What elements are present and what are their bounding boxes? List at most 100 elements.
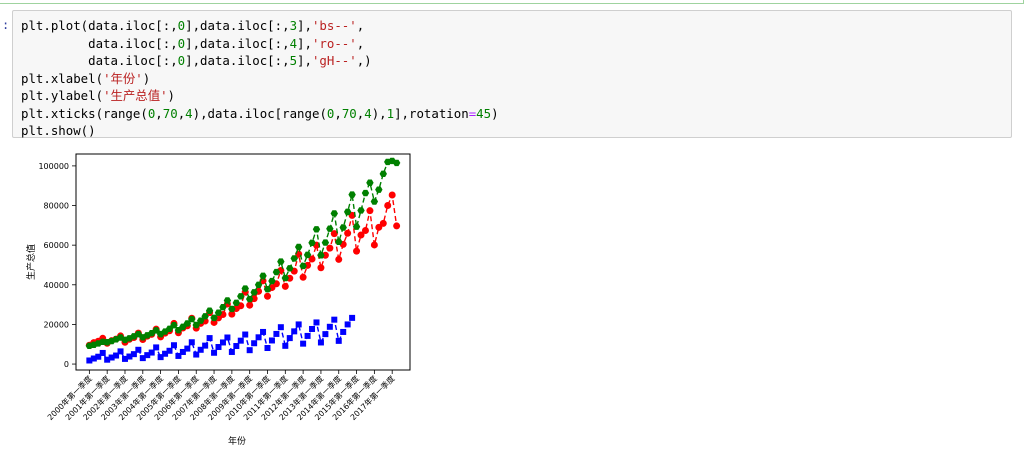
series-point	[165, 325, 174, 332]
series-point	[130, 351, 137, 358]
series-point	[211, 349, 218, 356]
previous-cell-border	[0, 0, 1024, 4]
series-point	[308, 255, 316, 263]
series-point	[322, 331, 329, 338]
series-point	[272, 268, 281, 276]
series-line	[89, 160, 397, 347]
code-line: plt.xticks(range(0,70,4),data.iloc[range…	[21, 105, 1003, 123]
series-point	[126, 353, 133, 360]
series-point	[384, 202, 392, 210]
series-point	[228, 305, 236, 313]
code-token: ,)	[356, 53, 372, 68]
y-axis-label: 生产总值	[25, 244, 37, 280]
series-point	[290, 255, 298, 262]
series-point	[250, 289, 258, 296]
series-point	[219, 339, 226, 346]
series-point	[139, 355, 146, 362]
code-token: data.iloc[:,	[21, 53, 178, 68]
series-point	[175, 352, 182, 359]
series-point	[197, 346, 204, 353]
code-token: ],data.iloc[:,	[185, 18, 290, 33]
series-point	[331, 316, 338, 323]
series-point	[309, 325, 316, 332]
series-point	[361, 226, 369, 234]
series-point	[170, 322, 178, 329]
series-point	[210, 314, 218, 322]
series-point	[268, 277, 276, 285]
series-point	[299, 262, 307, 270]
series-point	[277, 258, 285, 265]
series-point	[349, 314, 356, 321]
code-token: 'ro--'	[311, 35, 357, 51]
plot-frame	[75, 153, 411, 371]
series-point	[317, 252, 325, 259]
code-token: plt.xticks(range(	[21, 105, 148, 121]
series-point	[202, 342, 209, 349]
line-chart: 0200004000060000800001000002000年第一季度2001…	[25, 153, 411, 447]
series-point	[237, 337, 244, 344]
series-point	[148, 349, 155, 356]
series-point	[242, 331, 249, 338]
series-point	[357, 207, 365, 214]
series-point	[393, 222, 401, 230]
series-point	[162, 350, 169, 357]
series-point	[104, 356, 111, 363]
series-point	[344, 321, 351, 328]
series-point	[317, 339, 324, 346]
series-point	[117, 348, 124, 355]
series-point	[353, 247, 361, 255]
code-token: =	[468, 105, 477, 121]
series-point	[184, 345, 191, 352]
series-point	[206, 335, 213, 342]
code-token: 70	[341, 105, 357, 121]
series-point	[303, 251, 312, 259]
series-point	[330, 210, 338, 217]
series-point	[113, 352, 120, 359]
series-point	[245, 295, 254, 303]
series-point	[183, 320, 192, 327]
code-token: 'gH--'	[311, 53, 357, 68]
code-editor[interactable]: plt.plot(data.iloc[:,0],data.iloc[:,3],'…	[21, 17, 1003, 140]
code-token: ],	[297, 35, 312, 51]
series-point	[375, 186, 383, 193]
series-point	[282, 342, 289, 349]
y-tick-label: 100000	[38, 162, 69, 171]
code-token: 5	[289, 53, 298, 68]
y-tick-label: 40000	[44, 281, 69, 290]
code-token: ),data.iloc[range(	[192, 105, 327, 121]
series-point	[135, 346, 142, 353]
code-token: ,	[356, 105, 365, 121]
code-token: 4	[185, 105, 193, 121]
series-point	[286, 335, 293, 342]
series-point	[205, 307, 214, 314]
code-line: data.iloc[:,0],data.iloc[:,5],'gH--',)	[21, 52, 1003, 70]
code-token: ,	[356, 35, 365, 51]
series-point	[343, 208, 352, 216]
series-point	[219, 303, 227, 311]
series-point	[95, 353, 102, 360]
series-point	[335, 337, 342, 344]
series-point	[224, 334, 231, 341]
series-point	[277, 324, 284, 331]
code-token: 45	[476, 105, 492, 121]
series-point	[312, 226, 321, 233]
series-point	[344, 229, 352, 237]
series-point	[291, 328, 298, 335]
code-token: 0	[326, 105, 335, 121]
y-tick-label: 20000	[44, 320, 69, 329]
code-token: 4	[289, 35, 298, 51]
code-token: data.iloc[:,	[21, 35, 178, 51]
series-point	[215, 344, 222, 351]
series-point	[264, 345, 271, 352]
series-point	[108, 354, 115, 361]
series-point	[241, 285, 249, 292]
series-point	[259, 272, 267, 280]
series-point	[281, 282, 289, 290]
series-point	[317, 264, 325, 272]
code-cell[interactable]: plt.plot(data.iloc[:,0],data.iloc[:,3],'…	[12, 10, 1012, 138]
series-point	[299, 273, 307, 281]
series-point	[339, 224, 347, 231]
series-point	[228, 310, 236, 318]
series-point	[121, 355, 128, 362]
y-tick-label: 60000	[44, 241, 69, 250]
